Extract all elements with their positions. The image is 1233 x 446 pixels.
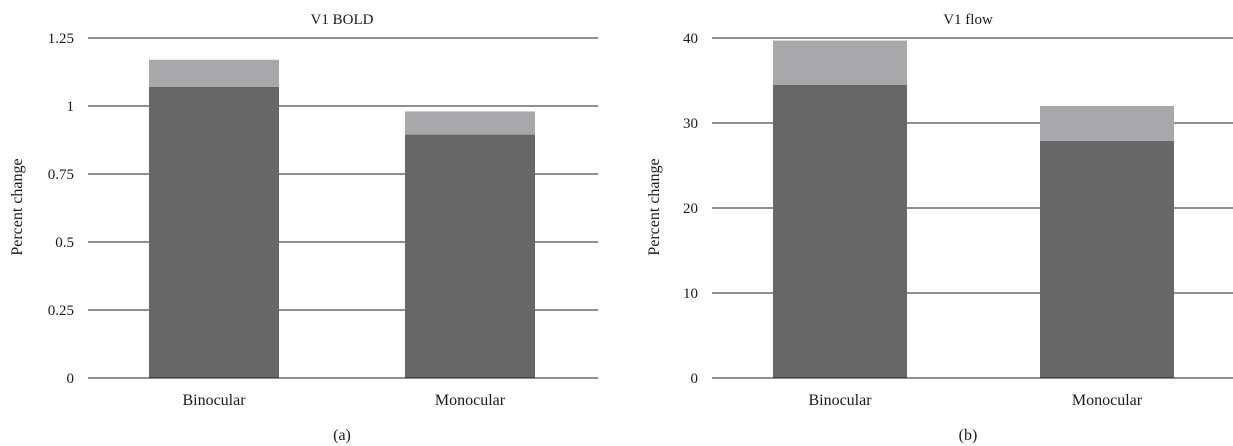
x-category-label: Monocular [435,392,506,409]
chart-panel-b: V1 flow Percent change (b) 0 10 20 30 40 Bino… [646,12,1233,444]
y-tick-label: 0.25 [48,303,74,319]
chart-title: V1 BOLD [311,12,374,28]
y-axis-label: Percent change [9,158,26,255]
y-tick-label: 0 [67,371,75,387]
bar-segment-top [405,111,535,135]
x-category-label: Binocular [182,392,246,409]
chart-panel-a: V1 BOLD Percent change (a) 0 0.25 0.5 0.75 1… [9,12,598,444]
bar-segment-base [1040,140,1174,378]
x-category-label: Monocular [1072,392,1143,409]
bar-segment-top [773,40,907,85]
y-tick-label: 0 [691,371,699,387]
y-tick-label: 10 [683,286,698,302]
bar-segment-top [1040,106,1174,141]
bar-segment-top [149,59,279,87]
y-tick-label: 1.25 [48,31,74,47]
y-tick-label: 40 [683,31,698,47]
panel-label: (a) [333,427,351,444]
y-tick-label: 1 [67,99,75,115]
y-axis-label: Percent change [646,158,663,255]
bar-segment-base [149,86,279,379]
panel-label: (b) [959,427,978,444]
x-category-label: Binocular [808,392,872,409]
y-tick-label: 0.5 [55,235,74,251]
y-tick-label: 30 [683,116,698,132]
bar-segment-base [405,134,535,378]
y-tick-label: 20 [683,201,698,217]
bar-segment-base [773,84,907,378]
chart-title: V1 flow [943,12,993,28]
y-tick-label: 0.75 [48,167,74,183]
